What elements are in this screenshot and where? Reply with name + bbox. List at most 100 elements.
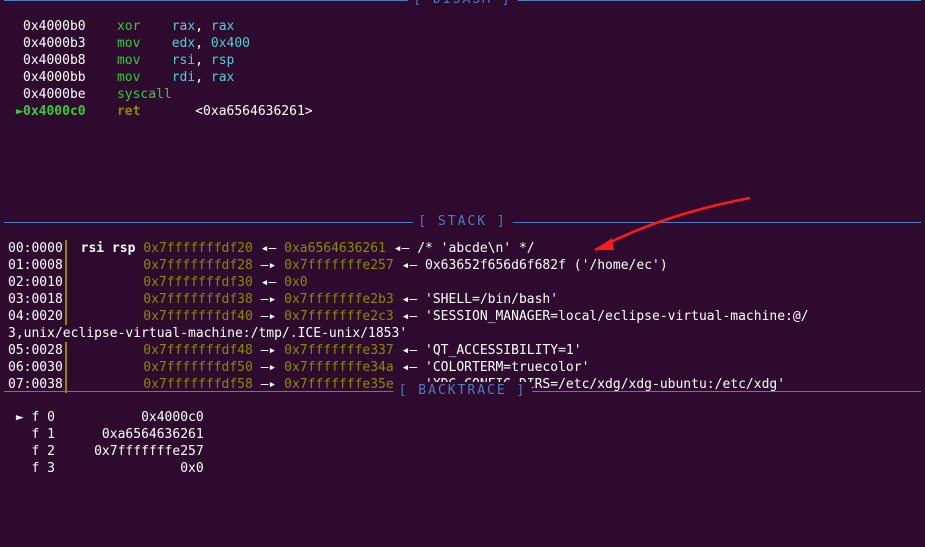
backtrace-header-label: [ BACKTRACE ]	[393, 382, 533, 399]
disasm-addr: 0x4000b0	[23, 19, 86, 34]
stack-row: 03:0018 0x7fffffffdf38 —▸ 0x7fffffffe2b3…	[0, 291, 925, 308]
disasm-arg-a: rax	[172, 19, 195, 34]
disasm-op: mov	[117, 53, 172, 68]
stack-row: 00:0000 rsi rsp 0x7fffffffdf20 ◂— 0xa656…	[0, 240, 925, 257]
bt-addr: 0x7fffffffe257	[78, 444, 203, 459]
bt-index: f 3	[31, 461, 54, 476]
stack-v1: 0xa6564636261	[284, 241, 386, 256]
stack-row-wrap: 3,unix/eclipse-virtual-machine:/tmp/.ICE…	[0, 325, 925, 342]
bt-marker	[8, 461, 31, 476]
disasm-addr: 0x4000bb	[23, 70, 86, 85]
stack-regs	[73, 258, 143, 273]
stack-index: 01:0008	[8, 258, 63, 273]
stack-regs	[73, 377, 143, 392]
disasm-header-label: [ DISASM ]	[407, 0, 517, 8]
disasm-addr: 0x4000c0	[23, 104, 86, 119]
stack-regs	[73, 309, 143, 324]
stack-addr: 0x7fffffffdf48	[143, 343, 253, 358]
disasm-row: 0x4000b8 mov rsi, rsp	[0, 52, 925, 69]
backtrace-row: f 1 0xa6564636261	[0, 426, 925, 443]
disasm-row: 0x4000be syscall	[0, 86, 925, 103]
stack-note-wrap: 3,unix/eclipse-virtual-machine:/tmp/.ICE…	[8, 326, 407, 341]
pc-marker	[8, 52, 23, 69]
stack-note: 'QT_ACCESSIBILITY=1'	[425, 343, 582, 358]
stack-addr: 0x7fffffffdf30	[143, 275, 253, 290]
bt-index: f 2	[31, 444, 54, 459]
pc-marker: ►	[8, 103, 23, 120]
stack-header-label: [ STACK ]	[412, 213, 512, 230]
stack-note: 'SESSION_MANAGER=local/eclipse-virtual-m…	[425, 309, 809, 324]
stack-v3: 0x63652f656d6f682f	[425, 258, 566, 273]
disasm-arg-a: rsi	[172, 53, 195, 68]
stack-addr: 0x7fffffffdf28	[143, 258, 253, 273]
stack-index: 06:0030	[8, 360, 63, 375]
backtrace-row: ► f 0 0x4000c0	[0, 409, 925, 426]
bt-index: f 0	[31, 410, 54, 425]
bt-marker	[8, 444, 31, 459]
stack-v1: 0x7fffffffe34a	[284, 360, 394, 375]
stack-addr: 0x7fffffffdf58	[143, 377, 253, 392]
stack-index: 00:0000	[8, 241, 63, 256]
disasm-arg-b: rax	[211, 70, 234, 85]
disasm-arg-a: rdi	[172, 70, 195, 85]
pc-marker	[8, 18, 23, 35]
bt-addr: 0x4000c0	[78, 410, 203, 425]
backtrace-row: f 2 0x7fffffffe257	[0, 443, 925, 460]
disasm-addr: 0x4000b8	[23, 53, 86, 68]
stack-regs	[73, 360, 143, 375]
disasm-header: [ DISASM ]	[4, 0, 921, 18]
stack-regs	[73, 292, 143, 307]
stack-row: 05:0028 0x7fffffffdf48 —▸ 0x7fffffffe337…	[0, 342, 925, 359]
stack-addr: 0x7fffffffdf20	[143, 241, 253, 256]
disasm-op: syscall	[117, 87, 172, 102]
disasm-panel: 0x4000b0 xor rax, rax 0x4000b3 mov edx, …	[0, 18, 925, 120]
disasm-addr: 0x4000be	[23, 87, 86, 102]
bt-addr: 0xa6564636261	[78, 427, 203, 442]
bt-addr: 0x0	[78, 461, 203, 476]
backtrace-row: f 3 0x0	[0, 460, 925, 477]
stack-regs: rsi rsp	[73, 241, 143, 256]
stack-addr: 0x7fffffffdf38	[143, 292, 253, 307]
stack-regs	[73, 275, 143, 290]
disasm-row: ► 0x4000c0 ret <0xa6564636261>	[0, 103, 925, 120]
disasm-row: 0x4000bb mov rdi, rax	[0, 69, 925, 86]
disasm-row: 0x4000b3 mov edx, 0x400	[0, 35, 925, 52]
stack-v1: 0x0	[284, 275, 307, 290]
disasm-arg-b: rsp	[211, 53, 234, 68]
bt-marker: ►	[8, 410, 31, 425]
disasm-arg-b: 0x400	[211, 36, 250, 51]
stack-row: 04:0020 0x7fffffffdf40 —▸ 0x7fffffffe2c3…	[0, 308, 925, 325]
disasm-op: xor	[117, 19, 172, 34]
pc-marker	[8, 86, 23, 103]
disasm-op: mov	[117, 36, 172, 51]
stack-v1: 0x7fffffffe2b3	[284, 292, 394, 307]
stack-regs	[73, 343, 143, 358]
bt-marker	[8, 427, 31, 442]
disasm-op: mov	[117, 70, 172, 85]
stack-note: 'COLORTERM=truecolor'	[425, 360, 589, 375]
disasm-arg-a: edx	[172, 36, 195, 51]
disasm-row: 0x4000b0 xor rax, rax	[0, 18, 925, 35]
disasm-arg-b: <0xa6564636261>	[195, 104, 312, 119]
stack-v1: 0x7fffffffe2c3	[284, 309, 394, 324]
pc-marker	[8, 35, 23, 52]
stack-index: 07:0038	[8, 377, 63, 392]
disasm-arg-b: rax	[211, 19, 234, 34]
stack-note: ('/home/ec')	[574, 258, 668, 273]
stack-row: 06:0030 0x7fffffffdf50 —▸ 0x7fffffffe34a…	[0, 359, 925, 376]
backtrace-header: [ BACKTRACE ]	[4, 391, 921, 409]
stack-note: /* 'abcde\n' */	[417, 241, 534, 256]
pc-marker	[8, 69, 23, 86]
stack-row: 01:0008 0x7fffffffdf28 —▸ 0x7fffffffe257…	[0, 257, 925, 274]
stack-index: 03:0018	[8, 292, 63, 307]
bt-index: f 1	[31, 427, 54, 442]
stack-index: 02:0010	[8, 275, 63, 290]
disasm-addr: 0x4000b3	[23, 36, 86, 51]
stack-header: [ STACK ]	[4, 222, 921, 240]
stack-index: 05:0028	[8, 343, 63, 358]
stack-row: 02:0010 0x7fffffffdf30 ◂— 0x0	[0, 274, 925, 291]
stack-addr: 0x7fffffffdf50	[143, 360, 253, 375]
stack-v1: 0x7fffffffe35e	[284, 377, 394, 392]
stack-panel: 00:0000 rsi rsp 0x7fffffffdf20 ◂— 0xa656…	[0, 240, 925, 393]
disasm-op: ret	[117, 104, 172, 119]
